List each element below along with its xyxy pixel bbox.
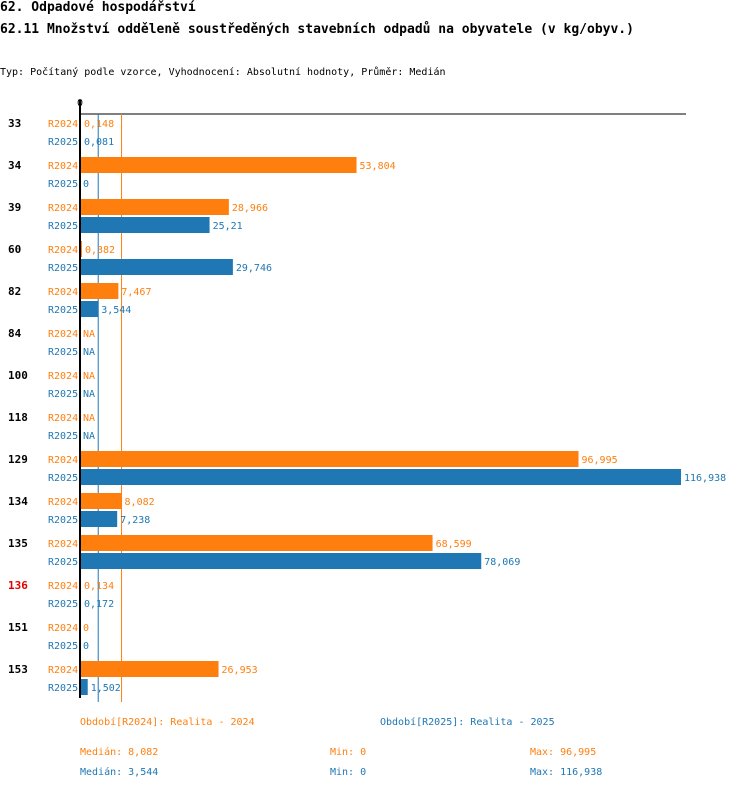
series-label-r2025: R2025	[48, 515, 78, 526]
category-label: 34	[8, 159, 22, 172]
series-label-r2025: R2025	[48, 263, 78, 274]
category-label: 151	[8, 621, 28, 634]
category-label: 39	[8, 201, 21, 214]
series-label-r2025: R2025	[48, 431, 78, 442]
section-title: 62. Odpadové hospodářství	[0, 0, 196, 15]
min-r2024: Min: 0	[330, 747, 367, 758]
value-label-r2025: 78,069	[484, 557, 520, 568]
value-label-r2025: 0,172	[84, 599, 114, 610]
max-r2024: Max: 96,995	[530, 747, 597, 758]
chart-subtitle: Typ: Počítaný podle vzorce, Vyhodnocení:…	[0, 67, 446, 78]
min-r2025: Min: 0	[330, 767, 367, 778]
category-label: 118	[8, 411, 28, 424]
bar-r2024-134	[80, 493, 122, 509]
series-label-r2024: R2024	[48, 329, 78, 340]
value-label-r2025: 7,238	[120, 515, 150, 526]
series-label-r2024: R2024	[48, 161, 78, 172]
series-label-r2024: R2024	[48, 203, 78, 214]
category-label: 100	[8, 369, 28, 382]
series-label-r2025: R2025	[48, 473, 78, 484]
value-label-r2025: 1,502	[91, 683, 121, 694]
value-label-r2025: 0,081	[84, 137, 114, 148]
series-label-r2025: R2025	[48, 221, 78, 232]
series-label-r2024: R2024	[48, 455, 78, 466]
category-label: 129	[8, 453, 28, 466]
series-label-r2024: R2024	[48, 371, 78, 382]
bar-r2024-82	[80, 283, 119, 299]
value-label-r2025: 0	[83, 179, 89, 190]
value-label-r2025: 116,938	[684, 473, 726, 484]
value-label-r2025: NA	[83, 347, 95, 358]
value-label-r2024: 96,995	[582, 455, 618, 466]
series-label-r2024: R2024	[48, 539, 78, 550]
legend-r2024: Období[R2024]: Realita - 2024	[80, 717, 255, 728]
series-label-r2024: R2024	[48, 497, 78, 508]
series-label-r2025: R2025	[48, 599, 78, 610]
series-label-r2024: R2024	[48, 119, 78, 130]
legend-r2025: Období[R2025]: Realita - 2025	[380, 717, 555, 728]
value-label-r2024: 8,082	[125, 497, 155, 508]
value-label-r2024: 68,599	[436, 539, 472, 550]
bar-r2025-39	[80, 217, 210, 233]
bar-r2025-129	[80, 469, 681, 485]
bar-r2024-129	[80, 451, 579, 467]
value-label-r2025: 25,21	[213, 221, 243, 232]
category-label: 33	[8, 117, 21, 130]
bar-r2025-153	[80, 679, 88, 695]
max-r2025: Max: 116,938	[530, 767, 603, 778]
value-label-r2024: 0,148	[84, 119, 114, 130]
value-label-r2024: 53,804	[360, 161, 396, 172]
value-label-r2024: 0	[83, 623, 89, 634]
value-label-r2024: 26,953	[222, 665, 258, 676]
category-label: 82	[8, 285, 21, 298]
series-label-r2024: R2024	[48, 245, 78, 256]
category-label: 60	[8, 243, 21, 256]
category-label: 134	[8, 495, 28, 508]
series-label-r2024: R2024	[48, 581, 78, 592]
value-label-r2024: 0,134	[84, 581, 114, 592]
series-label-r2025: R2025	[48, 683, 78, 694]
bar-r2025-134	[80, 511, 118, 527]
value-label-r2024: NA	[83, 329, 95, 340]
chart-title: 62.11 Množství odděleně soustředěných st…	[0, 22, 634, 37]
value-label-r2024: 28,966	[232, 203, 268, 214]
value-label-r2025: NA	[83, 389, 95, 400]
series-label-r2025: R2025	[48, 641, 78, 652]
value-label-r2025: NA	[83, 431, 95, 442]
series-label-r2025: R2025	[48, 305, 78, 316]
series-label-r2025: R2025	[48, 137, 78, 148]
bar-r2025-82	[80, 301, 99, 317]
bar-r2024-135	[80, 535, 433, 551]
value-label-r2025: 3,544	[101, 305, 131, 316]
bar-r2024-153	[80, 661, 219, 677]
bar-r2024-34	[80, 157, 357, 173]
median-r2024: Medián: 8,082	[80, 747, 159, 758]
bar-r2025-135	[80, 553, 482, 569]
median-r2025: Medián: 3,544	[80, 767, 159, 778]
series-label-r2025: R2025	[48, 557, 78, 568]
value-label-r2025: 0	[83, 641, 89, 652]
series-label-r2025: R2025	[48, 389, 78, 400]
value-label-r2025: 29,746	[236, 263, 272, 274]
value-label-r2024: NA	[83, 413, 95, 424]
value-label-r2024: NA	[83, 371, 95, 382]
series-label-r2025: R2025	[48, 179, 78, 190]
category-label: 153	[8, 663, 28, 676]
category-label: 136	[8, 579, 28, 592]
category-label: 135	[8, 537, 28, 550]
value-label-r2024: 0,382	[85, 245, 115, 256]
series-label-r2024: R2024	[48, 623, 78, 634]
series-label-r2025: R2025	[48, 347, 78, 358]
series-label-r2024: R2024	[48, 287, 78, 298]
bar-r2024-39	[80, 199, 229, 215]
series-label-r2024: R2024	[48, 665, 78, 676]
bar-r2025-60	[80, 259, 233, 275]
value-label-r2024: 7,467	[121, 287, 151, 298]
category-label: 84	[8, 327, 22, 340]
series-label-r2024: R2024	[48, 413, 78, 424]
